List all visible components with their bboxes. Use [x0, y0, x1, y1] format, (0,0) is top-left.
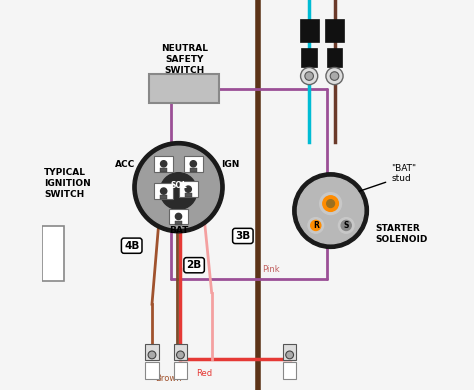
Circle shape	[148, 351, 156, 359]
FancyBboxPatch shape	[174, 362, 187, 379]
FancyBboxPatch shape	[185, 193, 192, 197]
Text: "BAT"
stud: "BAT" stud	[391, 164, 416, 183]
FancyBboxPatch shape	[283, 344, 296, 360]
Circle shape	[311, 220, 321, 230]
Circle shape	[298, 177, 364, 244]
FancyBboxPatch shape	[325, 19, 344, 42]
Circle shape	[190, 161, 196, 167]
Circle shape	[160, 173, 197, 209]
FancyBboxPatch shape	[146, 344, 159, 360]
Circle shape	[326, 67, 343, 85]
Circle shape	[301, 67, 318, 85]
Text: NEUTRAL
SAFETY
SWITCH: NEUTRAL SAFETY SWITCH	[161, 44, 208, 75]
Circle shape	[305, 72, 313, 80]
FancyBboxPatch shape	[160, 195, 167, 199]
Text: 4B: 4B	[124, 241, 139, 251]
FancyBboxPatch shape	[190, 168, 197, 172]
FancyBboxPatch shape	[160, 168, 167, 172]
Text: Pink: Pink	[262, 264, 280, 274]
Text: Brown: Brown	[155, 374, 182, 383]
Text: R: R	[313, 221, 319, 230]
Text: SOL: SOL	[170, 181, 187, 190]
Circle shape	[308, 218, 324, 233]
FancyBboxPatch shape	[179, 181, 198, 197]
Circle shape	[161, 161, 167, 167]
Text: Red: Red	[196, 369, 212, 378]
Circle shape	[330, 72, 339, 80]
FancyBboxPatch shape	[300, 19, 319, 42]
Circle shape	[338, 218, 354, 233]
Text: ACC: ACC	[115, 160, 136, 169]
FancyBboxPatch shape	[146, 362, 159, 379]
FancyBboxPatch shape	[155, 183, 173, 199]
Text: S: S	[344, 221, 349, 230]
FancyBboxPatch shape	[149, 74, 219, 103]
Text: TYPICAL
IGNITION
SWITCH: TYPICAL IGNITION SWITCH	[44, 168, 91, 199]
FancyBboxPatch shape	[283, 362, 296, 379]
Circle shape	[323, 196, 338, 211]
Text: 2B: 2B	[186, 260, 202, 270]
FancyBboxPatch shape	[301, 48, 317, 67]
Circle shape	[319, 193, 342, 214]
Text: BAT: BAT	[169, 226, 188, 235]
Circle shape	[175, 213, 182, 220]
Text: IGN: IGN	[221, 160, 240, 169]
Circle shape	[185, 186, 191, 192]
Circle shape	[161, 188, 167, 194]
FancyBboxPatch shape	[155, 156, 173, 172]
FancyBboxPatch shape	[184, 156, 203, 172]
FancyBboxPatch shape	[42, 226, 64, 281]
FancyBboxPatch shape	[169, 209, 188, 224]
FancyBboxPatch shape	[327, 48, 342, 67]
Text: STARTER
SOLENOID: STARTER SOLENOID	[375, 224, 428, 244]
Circle shape	[293, 173, 368, 248]
Circle shape	[327, 200, 335, 207]
Circle shape	[176, 351, 184, 359]
Circle shape	[133, 142, 224, 233]
Text: 3B: 3B	[235, 231, 250, 241]
FancyBboxPatch shape	[174, 344, 187, 360]
FancyBboxPatch shape	[175, 221, 182, 225]
Circle shape	[286, 351, 293, 359]
Circle shape	[137, 146, 219, 228]
Circle shape	[341, 220, 351, 230]
